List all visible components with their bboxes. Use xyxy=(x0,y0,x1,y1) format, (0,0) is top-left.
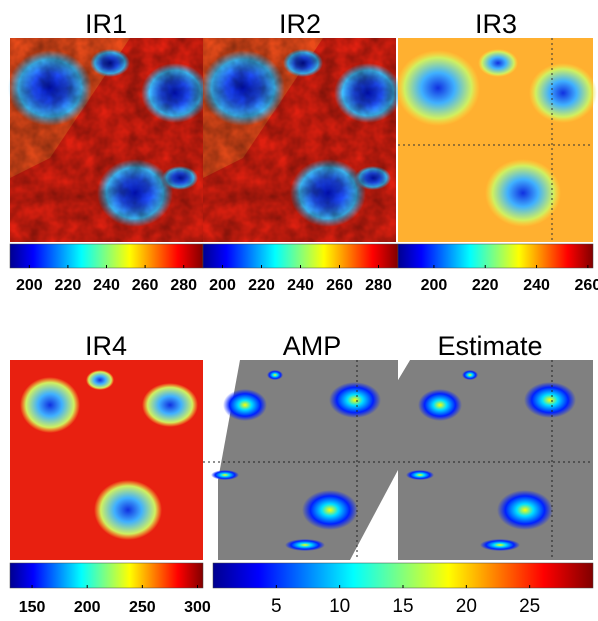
colorbar-tick-label: 10 xyxy=(329,596,350,617)
colorbar-tick-label: 260 xyxy=(132,277,159,294)
colorbar-tick-label: 5 xyxy=(271,596,282,617)
colorbar-tick-label: 260 xyxy=(575,277,598,294)
ir3-image xyxy=(396,38,597,242)
panel-title: Estimate xyxy=(437,331,542,361)
colorbar-tick-label: 25 xyxy=(519,596,540,617)
panel-title: IR3 xyxy=(475,9,517,39)
amp-image xyxy=(203,360,398,560)
ir1-image xyxy=(8,38,209,242)
panel-title: IR1 xyxy=(85,9,127,39)
colorbar xyxy=(9,562,204,589)
colorbar xyxy=(202,243,399,269)
colorbar-tick-label: 300 xyxy=(184,599,211,616)
colorbar-tick-label: 240 xyxy=(93,277,120,294)
panel-title: AMP xyxy=(283,331,342,361)
colorbar-tick-label: 240 xyxy=(287,277,314,294)
panel-title: IR4 xyxy=(85,331,127,361)
estimate-image xyxy=(398,360,593,560)
colorbar-tick-label: 250 xyxy=(129,599,156,616)
colorbar-tick-label: 200 xyxy=(74,599,101,616)
colorbar xyxy=(397,243,594,269)
colorbar-tick-label: 280 xyxy=(365,277,392,294)
colorbar-tick-label: 240 xyxy=(523,277,550,294)
colorbar-tick-label: 150 xyxy=(19,599,46,616)
colorbar-tick-label: 200 xyxy=(209,277,236,294)
colorbar-tick-label: 280 xyxy=(170,277,197,294)
colorbar xyxy=(212,562,594,589)
colorbar-tick-label: 220 xyxy=(248,277,275,294)
colorbar-tick-label: 220 xyxy=(55,277,82,294)
colorbar-tick-label: 15 xyxy=(392,596,413,617)
ir4-image xyxy=(10,360,203,560)
colorbar xyxy=(9,243,204,269)
colorbar-tick-label: 220 xyxy=(472,277,499,294)
colorbar-tick-label: 200 xyxy=(421,277,448,294)
colorbar-tick-label: 200 xyxy=(16,277,43,294)
panel-title: IR2 xyxy=(279,9,321,39)
colorbar-tick-label: 20 xyxy=(456,596,477,617)
ir2-image xyxy=(201,38,402,242)
colorbar-tick-label: 260 xyxy=(326,277,353,294)
